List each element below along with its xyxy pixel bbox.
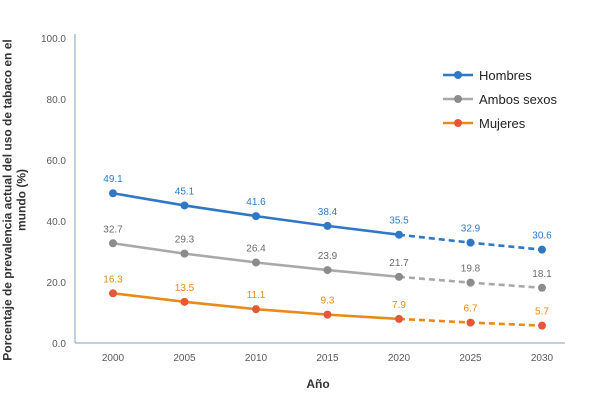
- data-label: 5.7: [535, 307, 549, 318]
- x-tick-label: 2030: [531, 353, 554, 364]
- y-tick-label: 100.0: [41, 34, 66, 45]
- y-tick-label: 40.0: [47, 217, 67, 228]
- legend-label: Mujeres: [479, 116, 526, 131]
- data-point: [109, 289, 117, 298]
- data-label: 26.4: [246, 243, 266, 254]
- data-point: [466, 318, 475, 327]
- axes: [74, 34, 565, 344]
- legend-item-mujeres: Mujeres: [443, 116, 526, 131]
- data-label: 29.3: [175, 235, 195, 246]
- series-ambos-sexos: [109, 239, 546, 292]
- data-label: 11.1: [247, 290, 266, 301]
- data-label: 30.6: [532, 231, 552, 242]
- data-labels: 49.1 45.1 41.6 38.4 35.5 32.9 30.6 32.7 29.3 26.4…: [103, 174, 552, 317]
- data-label: 49.1: [103, 174, 123, 185]
- legend-item-hombres: Hombres: [443, 68, 532, 83]
- data-point: [538, 321, 546, 330]
- data-point: [395, 314, 403, 323]
- legend-item-ambos-sexos: Ambos sexos: [443, 92, 558, 107]
- data-label: 32.9: [461, 224, 481, 235]
- data-label: 19.8: [461, 264, 481, 275]
- data-point: [538, 283, 546, 292]
- series-hombres: [109, 189, 546, 254]
- data-point: [323, 266, 332, 275]
- data-point: [395, 230, 403, 239]
- data-label: 16.3: [103, 274, 123, 285]
- legend: Hombres Ambos sexos Mujeres: [443, 68, 558, 131]
- data-label: 41.6: [246, 197, 266, 208]
- data-label: 45.1: [175, 186, 195, 197]
- y-axis-title: Porcentaje de prevalencia actual del uso…: [1, 39, 29, 360]
- data-point: [252, 305, 260, 314]
- tick-labels: 0.0 20.0 40.0 60.0 80.0 100.0 2000 2005 2010 2015…: [41, 34, 554, 364]
- x-tick-label: 2020: [388, 353, 411, 364]
- x-tick-label: 2005: [173, 353, 196, 364]
- legend-label: Hombres: [479, 68, 532, 83]
- data-point: [252, 258, 260, 267]
- data-label: 35.5: [389, 216, 409, 227]
- data-point: [466, 278, 475, 287]
- series-mujeres: [109, 289, 546, 330]
- data-label: 32.7: [103, 224, 123, 235]
- data-point: [180, 249, 189, 258]
- data-label: 21.7: [389, 258, 409, 269]
- data-label: 9.3: [321, 296, 335, 307]
- x-tick-label: 2010: [245, 353, 268, 364]
- data-point: [109, 189, 117, 198]
- data-point: [323, 310, 332, 319]
- legend-swatch-marker: [454, 119, 462, 127]
- data-label: 38.4: [318, 207, 338, 218]
- data-point: [180, 201, 189, 210]
- data-point: [180, 297, 189, 306]
- x-tick-label: 2000: [102, 353, 125, 364]
- x-tick-label: 2025: [459, 353, 482, 364]
- x-axis-title: Año: [306, 377, 329, 391]
- x-tick-label: 2015: [316, 353, 339, 364]
- data-point: [252, 212, 260, 221]
- y-tick-label: 80.0: [47, 95, 67, 106]
- legend-swatch-marker: [454, 71, 462, 79]
- data-label: 18.1: [532, 269, 552, 280]
- data-point: [538, 245, 546, 254]
- data-point: [395, 272, 403, 281]
- legend-swatch-marker: [454, 95, 462, 103]
- data-label: 7.9: [392, 300, 406, 311]
- y-tick-label: 20.0: [47, 278, 67, 289]
- data-label: 23.9: [318, 251, 338, 262]
- data-label: 6.7: [464, 304, 478, 315]
- series-layer: [109, 189, 546, 330]
- y-tick-label: 0.0: [52, 339, 66, 350]
- data-label: 13.5: [175, 283, 195, 294]
- data-point: [323, 221, 332, 230]
- data-point: [109, 239, 117, 248]
- y-tick-label: 60.0: [47, 156, 67, 167]
- data-point: [466, 238, 475, 247]
- legend-label: Ambos sexos: [479, 92, 558, 107]
